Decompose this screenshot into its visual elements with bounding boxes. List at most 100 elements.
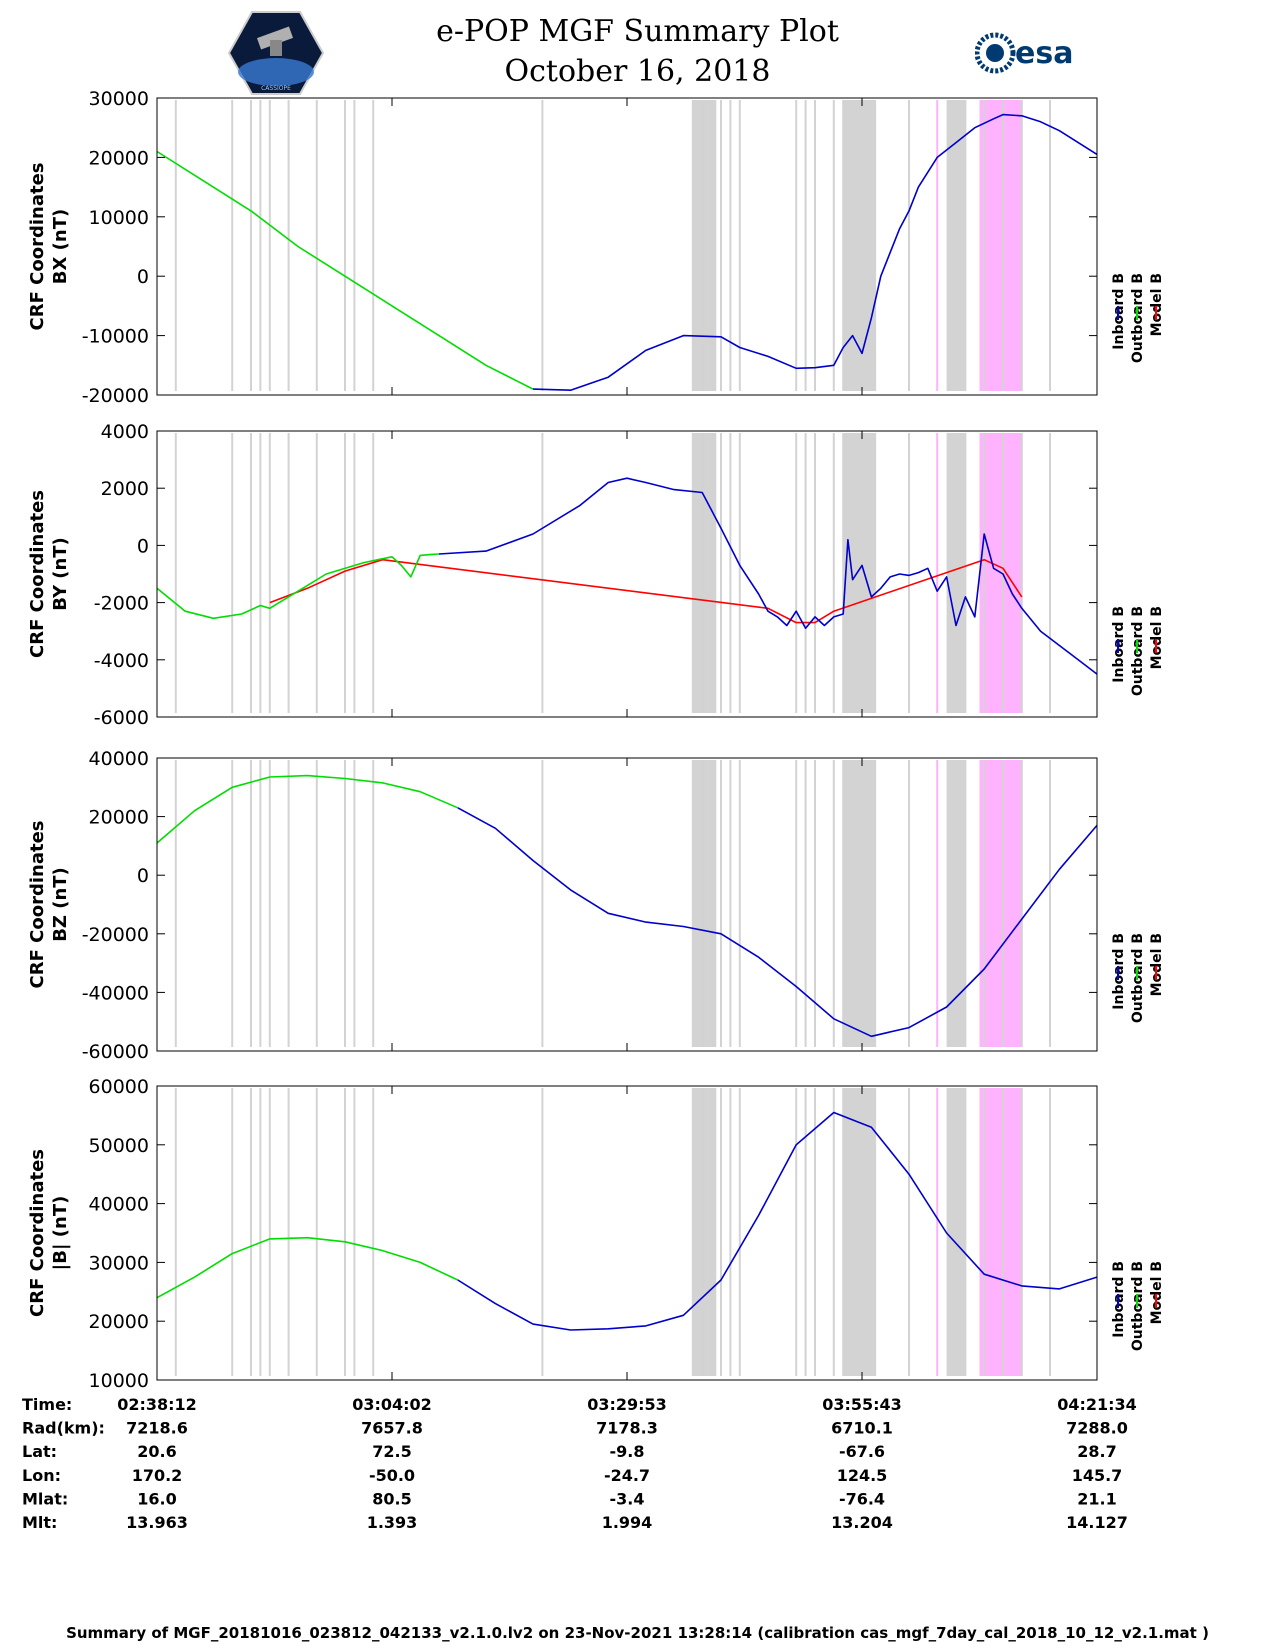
x-tick-value: 1.393 — [367, 1513, 418, 1532]
cassiope-logo-icon: CASSIOPE — [228, 11, 324, 95]
row-label: Rad(km): — [22, 1419, 105, 1438]
y-axis-label: CRF Coordinates — [27, 821, 48, 989]
y-tick-label: -20000 — [82, 385, 149, 407]
x-tick-value: 28.7 — [1077, 1442, 1116, 1461]
y-tick-label: 40000 — [89, 748, 149, 770]
x-tick-value: -9.8 — [610, 1442, 645, 1461]
series-inboard-b — [532, 113, 1098, 392]
x-tick-value: 13.204 — [831, 1513, 893, 1532]
y-tick-label: 30000 — [89, 1252, 149, 1274]
gray-band — [692, 760, 717, 1047]
y-tick-label: 0 — [137, 865, 149, 887]
legend-label: Model B — [1149, 933, 1165, 996]
x-tick-value: 80.5 — [372, 1489, 411, 1508]
panel-2: 4000 2000 0 -2000 -4000 -6000 CRF Coordinates B… — [27, 421, 1165, 729]
x-tick-value: 124.5 — [837, 1466, 888, 1485]
x-tick-value: -3.4 — [610, 1489, 645, 1508]
pink-band — [979, 760, 1022, 1047]
series-inboard-b — [457, 1111, 1098, 1331]
x-tick-value: -76.4 — [839, 1489, 885, 1508]
legend-label: Model B — [1149, 273, 1165, 336]
y-tick-label: 20000 — [89, 1311, 149, 1333]
y-tick-label: -60000 — [82, 1041, 149, 1063]
y-axis-label: |B| (nT) — [50, 1196, 71, 1271]
gray-band — [692, 1088, 717, 1376]
x-tick-value: 03:04:02 — [352, 1395, 432, 1414]
gray-band — [946, 433, 966, 713]
plot-date: October 16, 2018 — [504, 54, 771, 89]
y-tick-label: 4000 — [101, 421, 149, 443]
x-tick-value: 7288.0 — [1066, 1419, 1128, 1438]
x-tick-value: 03:29:53 — [587, 1395, 667, 1414]
series-model-b — [269, 558, 1023, 624]
row-label: Time: — [22, 1395, 72, 1414]
gray-band — [946, 100, 966, 391]
x-tick-value: 7218.6 — [126, 1419, 188, 1438]
legend-label: Model B — [1149, 1261, 1165, 1324]
y-tick-label: 0 — [137, 535, 149, 557]
row-label: Lon: — [22, 1466, 61, 1485]
gray-band — [692, 433, 717, 713]
x-tick-value: 6710.1 — [831, 1419, 893, 1438]
y-axis-label: BX (nT) — [50, 209, 71, 284]
series-outboard-b — [156, 1236, 459, 1299]
y-axis-label: CRF Coordinates — [27, 1149, 48, 1317]
x-tick-value: 72.5 — [372, 1442, 411, 1461]
gray-band — [843, 760, 877, 1047]
cassiope-logo-text: CASSIOPE — [261, 85, 291, 92]
panel-3: 40000 20000 0 -20000 -40000 -60000 CRF Coordin… — [27, 748, 1165, 1063]
legend-label: Model B — [1149, 606, 1165, 669]
gray-band — [843, 433, 877, 713]
x-tick-value: 02:38:12 — [117, 1395, 197, 1414]
pink-band — [979, 1088, 1022, 1376]
x-tick-value: 16.0 — [137, 1489, 176, 1508]
y-tick-label: -6000 — [94, 707, 149, 729]
series-outboard-b — [156, 774, 459, 844]
summary-footer: Summary of MGF_20181016_023812_042133_v2… — [66, 1624, 1209, 1642]
pink-band — [979, 100, 1022, 391]
y-tick-label: 10000 — [89, 207, 149, 229]
y-tick-label: 20000 — [89, 147, 149, 169]
y-tick-label: 30000 — [89, 88, 149, 110]
y-tick-label: -40000 — [82, 982, 149, 1004]
gray-band — [843, 1088, 877, 1376]
panel-1: 30000 20000 10000 0 -10000 -20000 CRF Coordina… — [27, 88, 1165, 407]
x-tick-value: 7657.8 — [361, 1419, 423, 1438]
esa-logo-text: esa — [1015, 36, 1073, 71]
y-tick-label: 10000 — [89, 1370, 149, 1392]
y-tick-label: 2000 — [101, 478, 149, 500]
plot-title: e-POP MGF Summary Plot — [436, 14, 839, 49]
x-tick-value: 14.127 — [1066, 1513, 1128, 1532]
gray-band — [692, 100, 717, 391]
row-label: Mlat: — [22, 1489, 68, 1508]
y-tick-label: 50000 — [89, 1135, 149, 1157]
x-tick-value: 13.963 — [126, 1513, 188, 1532]
y-axis-label: BZ (nT) — [50, 867, 71, 942]
series-inboard-b — [438, 477, 1098, 675]
y-tick-label: 40000 — [89, 1194, 149, 1216]
x-tick-value: 145.7 — [1072, 1466, 1123, 1485]
y-axis-label: BY (nT) — [50, 537, 71, 611]
x-tick-value: 04:21:34 — [1057, 1395, 1137, 1414]
gray-band — [843, 100, 877, 391]
y-tick-label: 0 — [137, 266, 149, 288]
x-tick-value: 170.2 — [132, 1466, 183, 1485]
y-tick-label: -20000 — [82, 924, 149, 946]
y-tick-label: 60000 — [89, 1076, 149, 1098]
esa-logo-icon: esa — [975, 32, 1073, 74]
y-tick-label: 20000 — [89, 807, 149, 829]
row-label: Mlt: — [22, 1513, 57, 1532]
y-axis-label: CRF Coordinates — [27, 163, 48, 331]
y-tick-label: -4000 — [94, 650, 149, 672]
x-tick-value: -67.6 — [839, 1442, 885, 1461]
x-tick-value: 03:55:43 — [822, 1395, 902, 1414]
series-outboard-b — [156, 553, 440, 620]
x-tick-value: -50.0 — [369, 1466, 415, 1485]
x-tick-value: -24.7 — [604, 1466, 650, 1485]
x-tick-value: 7178.3 — [596, 1419, 658, 1438]
panel-4: 60000 50000 40000 30000 20000 10000 CRF Coordi… — [27, 1076, 1165, 1392]
y-tick-label: -10000 — [82, 326, 149, 348]
series-outboard-b — [156, 150, 534, 390]
series-inboard-b — [457, 807, 1098, 1038]
